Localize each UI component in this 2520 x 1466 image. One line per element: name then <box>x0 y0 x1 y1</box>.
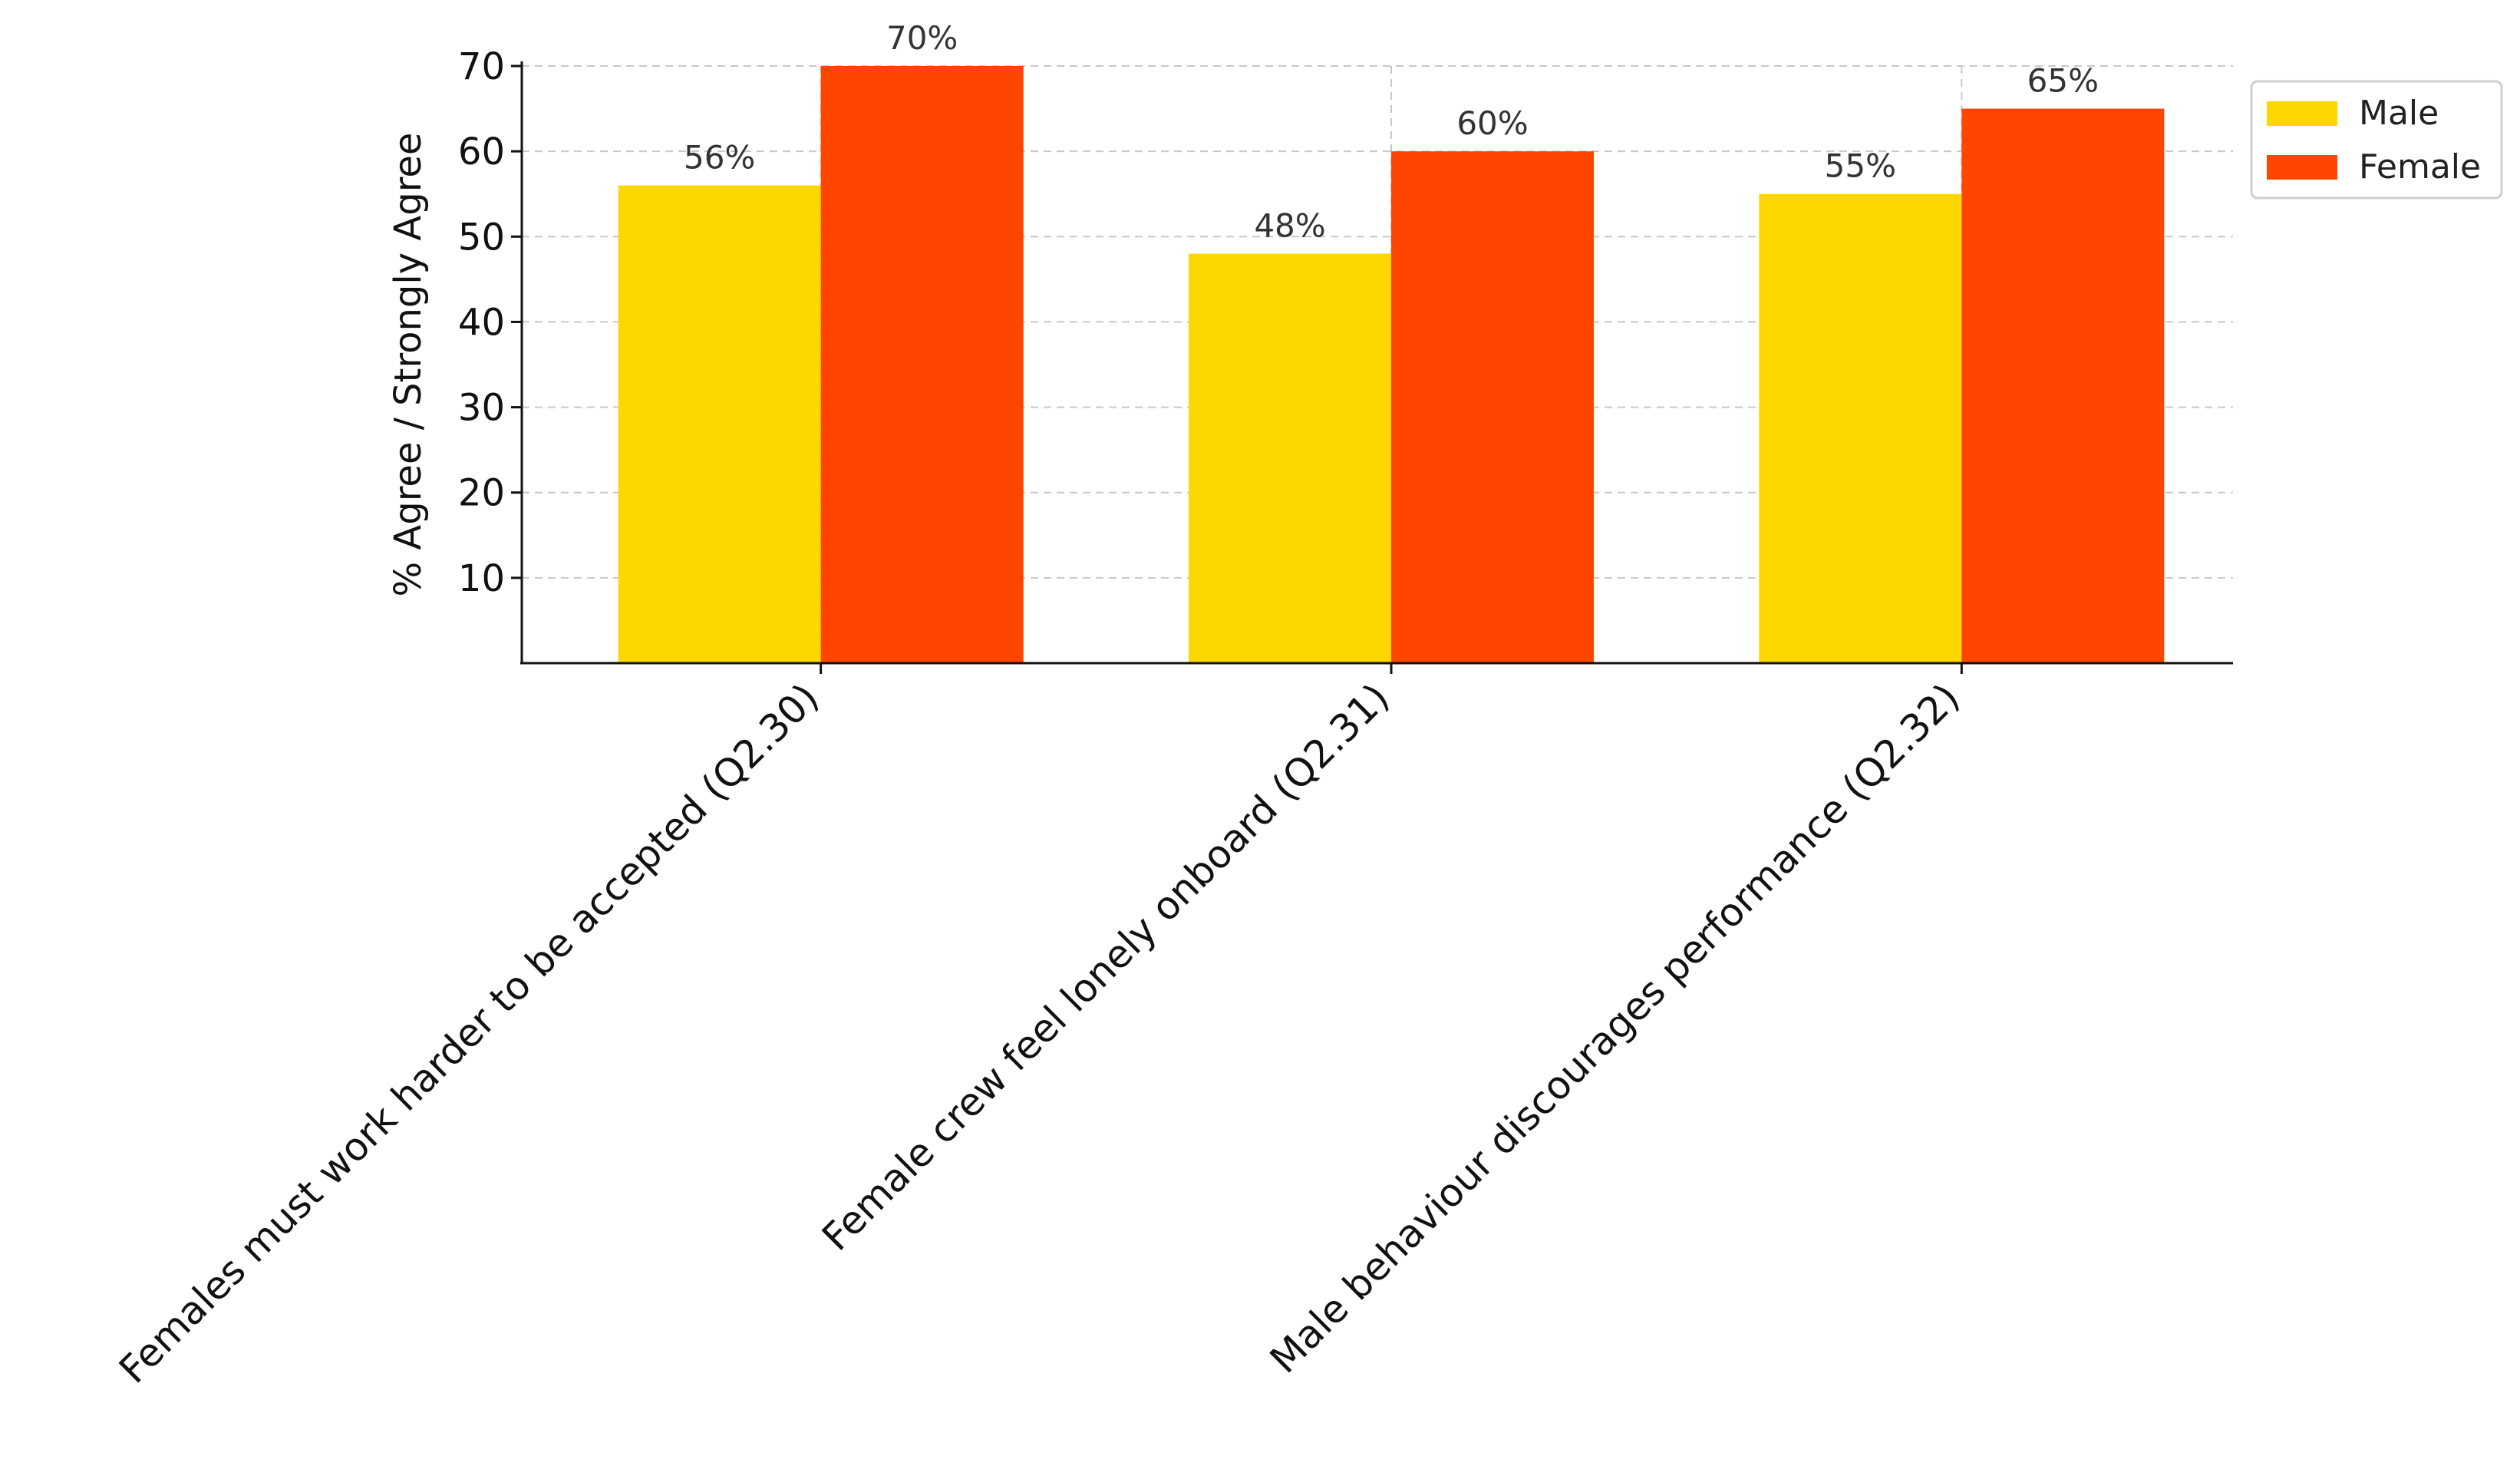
bar-male <box>1189 253 1391 663</box>
y-axis-title: % Agree / Strongly Agree <box>387 133 430 597</box>
bar-female <box>820 66 1024 663</box>
y-tick-label: 40 <box>458 301 505 344</box>
legend-label-female: Female <box>2359 147 2481 187</box>
bars <box>618 66 2165 664</box>
bar-value-label: 56% <box>684 139 755 177</box>
bar-value-label: 55% <box>1825 147 1896 185</box>
y-tick-label: 60 <box>458 130 505 173</box>
y-tick-label: 70 <box>458 45 505 88</box>
legend-label-male: Male <box>2359 94 2439 133</box>
x-category-label: Male behaviour discourages performance (… <box>1262 675 1968 1382</box>
y-tick-label: 20 <box>458 472 505 515</box>
legend: Male Female <box>2250 80 2503 200</box>
bar-value-label: 48% <box>1254 207 1325 245</box>
bar-male <box>618 185 821 664</box>
bar-female <box>1391 151 1594 664</box>
bar-value-label: 65% <box>2027 62 2099 100</box>
x-category-label: Female crew feel lonely onboard (Q2.31) <box>813 675 1397 1259</box>
bar-value-label: 70% <box>886 19 958 57</box>
bar-female <box>1961 108 2165 664</box>
bar-value-label: 60% <box>1456 104 1528 142</box>
y-tick-label: 30 <box>458 387 505 430</box>
x-category-label: Females must work harder to be accepted … <box>110 675 827 1392</box>
bar-male <box>1759 193 1962 663</box>
legend-swatch-female <box>2267 155 2337 180</box>
legend-swatch-male <box>2267 101 2337 126</box>
y-tick-label: 50 <box>458 216 505 259</box>
axes <box>511 61 2233 674</box>
y-tick-label: 10 <box>458 557 505 600</box>
